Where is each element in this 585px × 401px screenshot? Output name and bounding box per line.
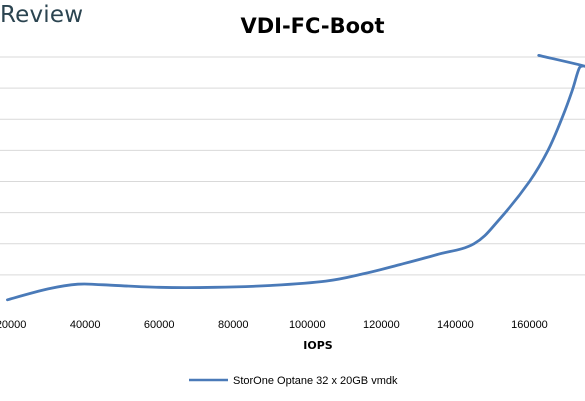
- x-tick-labels: 20000 40000 60000 80000 100000 120000 140000 16…: [0, 319, 548, 331]
- x-tick-label: 20000: [0, 319, 26, 331]
- x-tick-label: 120000: [363, 319, 400, 331]
- legend-label: StorOne Optane 32 x 20GB vmdk: [233, 375, 398, 387]
- gridlines: [0, 56, 585, 276]
- chart-title: VDI-FC-Boot: [240, 14, 385, 38]
- x-tick-label: 160000: [511, 319, 548, 331]
- x-tick-label: 100000: [289, 319, 326, 331]
- series-lines: [6, 54, 585, 302]
- legend: StorOne Optane 32 x 20GB vmdk: [189, 375, 398, 387]
- review-logo: Review: [0, 2, 84, 28]
- x-tick-label: 80000: [218, 319, 249, 331]
- x-axis-label: IOPS: [303, 339, 333, 352]
- series-line-1: [6, 54, 585, 302]
- x-tick-label: 140000: [437, 319, 474, 331]
- x-tick-label: 60000: [144, 319, 175, 331]
- x-tick-label: 40000: [70, 319, 101, 331]
